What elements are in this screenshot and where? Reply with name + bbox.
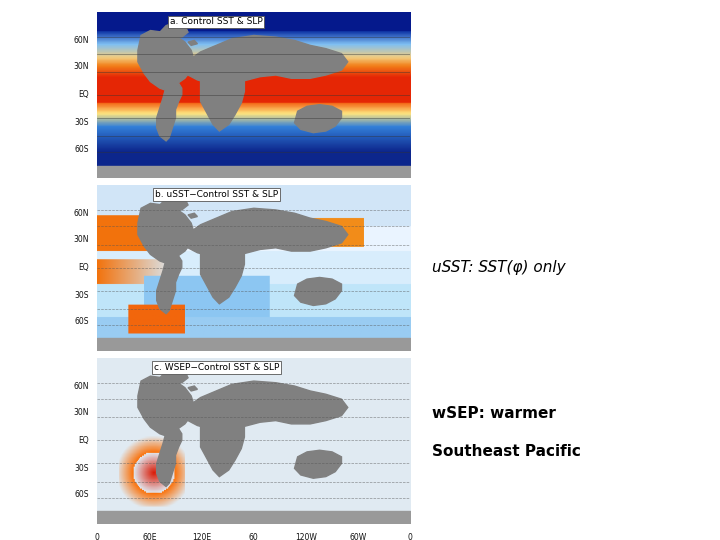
Polygon shape bbox=[294, 278, 341, 306]
Polygon shape bbox=[181, 208, 348, 258]
Text: 60N: 60N bbox=[74, 36, 89, 45]
Text: b. uSST−Control SST & SLP: b. uSST−Control SST & SLP bbox=[155, 190, 278, 199]
Text: c. WSEP−Control SST & SLP: c. WSEP−Control SST & SLP bbox=[153, 363, 279, 372]
Polygon shape bbox=[188, 213, 197, 218]
Polygon shape bbox=[160, 22, 188, 37]
Text: 60S: 60S bbox=[75, 145, 89, 153]
Polygon shape bbox=[138, 31, 194, 91]
Text: 30N: 30N bbox=[74, 235, 89, 244]
Text: wSEP: warmer: wSEP: warmer bbox=[432, 406, 556, 421]
Text: 60S: 60S bbox=[75, 490, 89, 499]
Text: 0: 0 bbox=[408, 532, 413, 540]
Text: 60E: 60E bbox=[143, 532, 157, 540]
Text: 120E: 120E bbox=[192, 532, 211, 540]
Text: 30N: 30N bbox=[74, 408, 89, 417]
Text: 60N: 60N bbox=[74, 382, 89, 390]
Text: 60W: 60W bbox=[349, 532, 366, 540]
Polygon shape bbox=[201, 404, 244, 477]
Polygon shape bbox=[160, 368, 188, 383]
Text: 0: 0 bbox=[95, 532, 99, 540]
Text: PLASIM “Humboldt” Experiments: PLASIM “Humboldt” Experiments bbox=[34, 127, 49, 413]
Text: 30S: 30S bbox=[75, 118, 89, 127]
Text: Southeast Pacific: Southeast Pacific bbox=[432, 444, 581, 458]
Polygon shape bbox=[294, 450, 341, 478]
Polygon shape bbox=[201, 58, 244, 131]
Polygon shape bbox=[138, 376, 194, 437]
Text: 30S: 30S bbox=[75, 464, 89, 473]
Polygon shape bbox=[181, 36, 348, 85]
Polygon shape bbox=[201, 231, 244, 304]
Polygon shape bbox=[157, 254, 181, 314]
Polygon shape bbox=[138, 204, 194, 264]
Polygon shape bbox=[157, 427, 181, 487]
Text: 60: 60 bbox=[249, 532, 258, 540]
Polygon shape bbox=[188, 40, 197, 45]
Text: 30S: 30S bbox=[75, 291, 89, 300]
Text: EQ: EQ bbox=[78, 436, 89, 445]
Text: EQ: EQ bbox=[78, 263, 89, 272]
Polygon shape bbox=[188, 386, 197, 391]
Text: a. Control SST & SLP: a. Control SST & SLP bbox=[170, 17, 263, 26]
Text: 30N: 30N bbox=[74, 62, 89, 71]
Polygon shape bbox=[294, 105, 341, 133]
Text: 60S: 60S bbox=[75, 318, 89, 326]
Polygon shape bbox=[157, 82, 181, 141]
Text: uSST: SST(φ) only: uSST: SST(φ) only bbox=[432, 260, 566, 275]
Text: 120W: 120W bbox=[295, 532, 317, 540]
Polygon shape bbox=[181, 381, 348, 430]
Polygon shape bbox=[160, 195, 188, 210]
Text: EQ: EQ bbox=[78, 90, 89, 99]
Text: 60N: 60N bbox=[74, 209, 89, 218]
